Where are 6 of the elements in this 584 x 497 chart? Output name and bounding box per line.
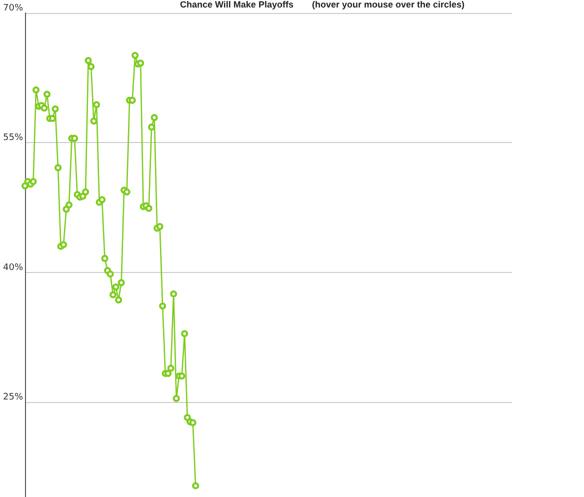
- y-tick-label: 55%: [2, 133, 24, 144]
- y-tick-label: 70%: [2, 4, 24, 14]
- chart-title: Chance Will Make Playoffs: [180, 0, 294, 10]
- chart-subtitle: (hover your mouse over the circles): [312, 0, 465, 10]
- y-tick-label: 25%: [2, 392, 24, 402]
- y-tick-label: 40%: [2, 262, 24, 273]
